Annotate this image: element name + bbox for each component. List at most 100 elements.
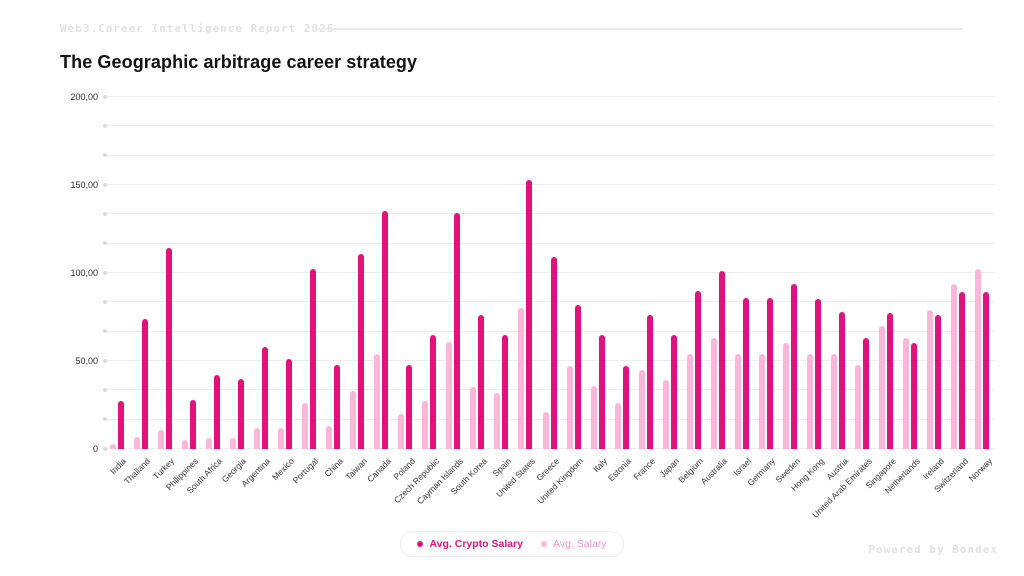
bar-crypto-salary-united-states[interactable] [526,179,533,449]
bar-crypto-salary-south-korea[interactable] [478,315,485,449]
y-tick-label: 100,00 [70,268,98,278]
legend-item-crypto-salary[interactable]: Avg. Crypto Salary [417,538,523,550]
bar-crypto-salary-united-arab-emirates[interactable] [863,338,870,449]
bar-crypto-salary-germany[interactable] [766,297,773,449]
bar-avg-salary-thailand[interactable] [133,436,140,449]
bar-avg-salary-south-korea[interactable] [470,387,477,449]
bar-avg-salary-sweden[interactable] [783,343,790,449]
bar-avg-salary-india[interactable] [109,443,116,449]
bar-avg-salary-japan[interactable] [662,380,669,449]
gridline [103,94,995,99]
bar-crypto-salary-spain[interactable] [502,334,509,449]
gridline [103,241,995,246]
bar-crypto-salary-israel[interactable] [742,297,749,449]
bar-crypto-salary-united-kingdom[interactable] [574,304,581,449]
bar-avg-salary-cayman-islands[interactable] [446,341,453,449]
bar-crypto-salary-singapore[interactable] [887,313,894,449]
gridline [103,358,995,363]
bar-crypto-salary-austria[interactable] [839,311,846,449]
bar-avg-salary-estonia[interactable] [614,403,621,449]
bar-crypto-salary-belgium[interactable] [694,290,701,449]
gridline-dot-icon [103,270,107,275]
y-tick-label: 50,00 [75,356,98,366]
bar-crypto-salary-cayman-islands[interactable] [454,213,461,449]
bar-avg-salary-turkey[interactable] [157,429,164,449]
bar-crypto-salary-taiwan[interactable] [358,253,365,449]
bar-avg-salary-germany[interactable] [758,353,765,449]
bar-crypto-salary-australia[interactable] [718,271,725,449]
legend-item-avg-salary[interactable]: Avg. Salary [541,538,607,550]
gridline-dot-icon [103,329,107,334]
bar-avg-salary-netherlands[interactable] [903,338,910,449]
gridline-dot-icon [103,94,107,99]
gridline [103,182,995,187]
bar-chart [103,94,995,451]
bar-avg-salary-canada[interactable] [374,353,381,449]
bar-avg-salary-spain[interactable] [494,392,501,449]
bar-crypto-salary-mexico[interactable] [285,359,292,449]
bar-crypto-salary-norway[interactable] [983,292,990,449]
bar-crypto-salary-china[interactable] [334,364,340,449]
bar-avg-salary-italy[interactable] [590,385,597,449]
bar-avg-salary-united-arab-emirates[interactable] [855,364,862,449]
bar-avg-salary-singapore[interactable] [879,325,886,449]
bar-crypto-salary-portugal[interactable] [309,269,316,449]
bar-crypto-salary-estonia[interactable] [622,366,629,449]
bar-avg-salary-israel[interactable] [734,353,741,449]
bar-crypto-salary-sweden[interactable] [791,283,798,449]
gridline [103,153,995,158]
bar-crypto-salary-thailand[interactable] [141,318,148,449]
bar-crypto-salary-south-africa[interactable] [213,375,220,449]
bar-crypto-salary-japan[interactable] [670,334,677,449]
bar-crypto-salary-india[interactable] [117,401,124,449]
bar-crypto-salary-hong-kong[interactable] [815,299,822,449]
bar-crypto-salary-philippines[interactable] [189,399,196,449]
bar-avg-salary-united-states[interactable] [518,308,525,449]
bar-avg-salary-mexico[interactable] [277,427,284,449]
bar-avg-salary-france[interactable] [638,369,645,449]
bar-crypto-salary-switzerland[interactable] [959,292,966,449]
bar-avg-salary-argentina[interactable] [253,427,260,449]
bar-crypto-salary-italy[interactable] [598,334,605,449]
bar-crypto-salary-argentina[interactable] [261,346,268,449]
gridline-dot-icon [103,299,107,304]
bar-crypto-salary-ireland[interactable] [935,315,942,449]
bar-crypto-salary-georgia[interactable] [237,378,244,449]
bar-avg-salary-ireland[interactable] [927,309,934,449]
bar-avg-salary-china[interactable] [326,426,332,449]
page-title: The Geographic arbitrage career strategy [60,52,418,72]
gridline-dot-icon [103,446,107,451]
bar-avg-salary-switzerland[interactable] [951,283,958,449]
bar-crypto-salary-turkey[interactable] [165,248,172,449]
bar-avg-salary-hong-kong[interactable] [807,353,814,449]
bar-avg-salary-poland[interactable] [398,413,405,449]
gridline-dot-icon [103,153,107,158]
bar-crypto-salary-poland[interactable] [406,364,413,449]
bar-crypto-salary-netherlands[interactable] [911,343,918,449]
bar-avg-salary-georgia[interactable] [229,438,236,449]
gridline-dot-icon [103,241,107,246]
crypto-salary-dot-icon [417,541,424,547]
header-rule [318,28,963,30]
bar-avg-salary-greece[interactable] [542,412,549,449]
bar-crypto-salary-czech-republic[interactable] [430,334,437,449]
bar-avg-salary-norway[interactable] [975,269,982,449]
bar-avg-salary-belgium[interactable] [686,353,693,449]
y-tick-label: 200,00 [70,92,98,102]
bar-crypto-salary-france[interactable] [646,315,653,449]
bar-crypto-salary-canada[interactable] [382,211,389,449]
bar-avg-salary-australia[interactable] [710,338,717,449]
bar-avg-salary-czech-republic[interactable] [422,401,429,449]
bar-avg-salary-united-kingdom[interactable] [566,366,573,449]
bar-avg-salary-south-africa[interactable] [205,438,212,449]
y-tick-label: 0 [92,444,98,454]
avg-salary-dot-icon [541,541,548,547]
gridline [103,329,995,334]
bar-avg-salary-taiwan[interactable] [350,390,357,449]
bar-avg-salary-portugal[interactable] [301,403,308,449]
bar-avg-salary-austria[interactable] [831,353,838,449]
y-tick-label: 150,00 [70,180,98,190]
bar-crypto-salary-greece[interactable] [550,257,557,449]
gridline [103,446,995,451]
bar-avg-salary-philippines[interactable] [181,440,188,449]
